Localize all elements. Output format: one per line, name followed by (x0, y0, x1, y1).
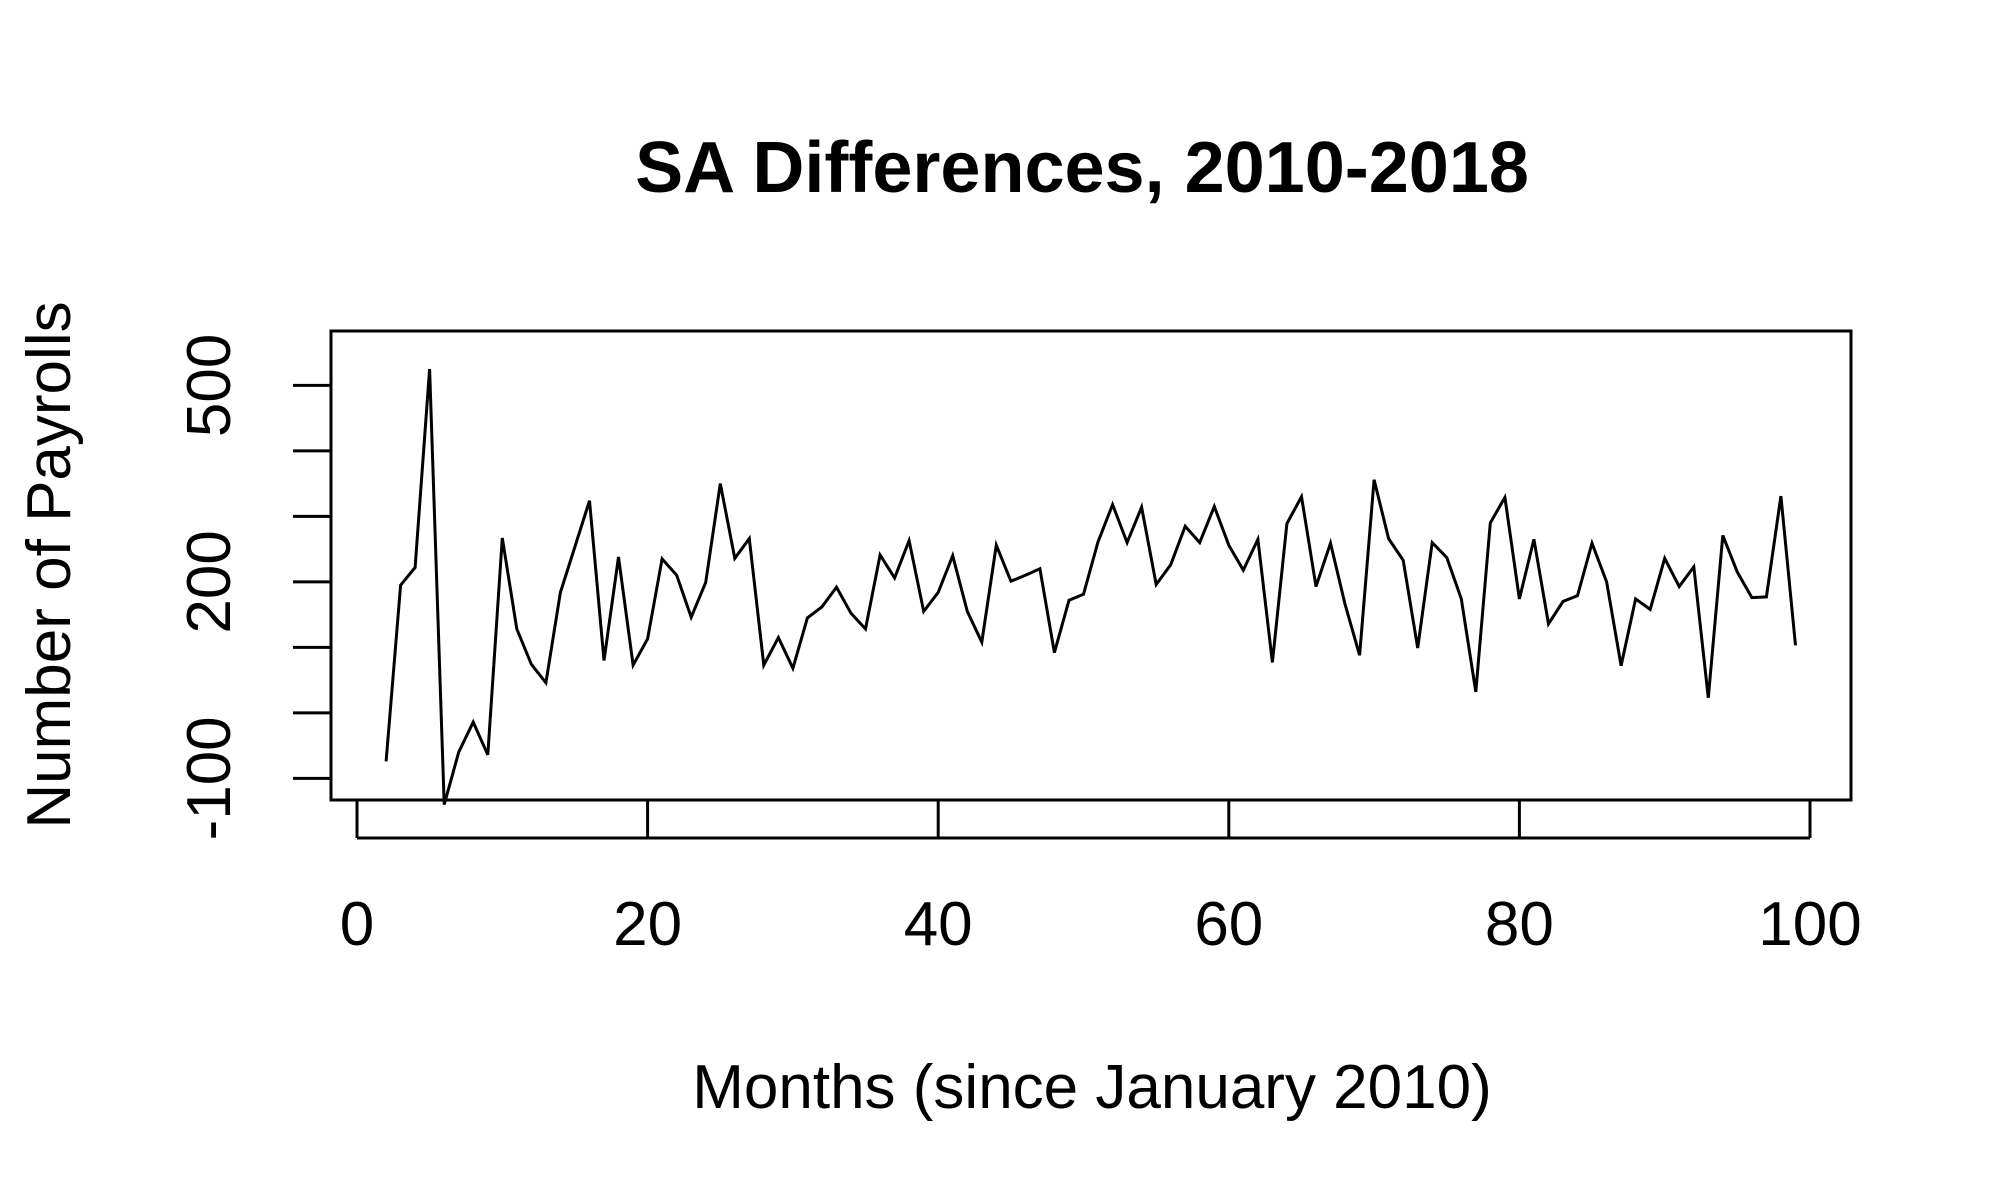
y-tick-label: 500 (175, 334, 244, 437)
plot-frame (329, 329, 1853, 802)
x-tick-label: 40 (904, 890, 973, 959)
x-tick-label: 20 (613, 890, 682, 959)
chart-title: SA Differences, 2010-2018 (635, 128, 1529, 208)
x-tick-label: 0 (340, 890, 374, 959)
x-tick-label: 80 (1485, 890, 1554, 959)
y-tick-label: 200 (175, 530, 244, 633)
x-axis-label: Months (since January 2010) (692, 1053, 1492, 1122)
series-line-0 (384, 368, 1797, 806)
x-tick-label: 60 (1194, 890, 1263, 959)
x-tick-label: 100 (1758, 890, 1861, 959)
x-axis: 0 20 40 60 80 100 (340, 800, 1862, 959)
y-tick-label: -100 (175, 716, 244, 840)
y-axis: -100 200 500 (175, 334, 331, 840)
y-axis-label: Number of Payrolls (15, 301, 84, 828)
series-group (384, 368, 1797, 806)
